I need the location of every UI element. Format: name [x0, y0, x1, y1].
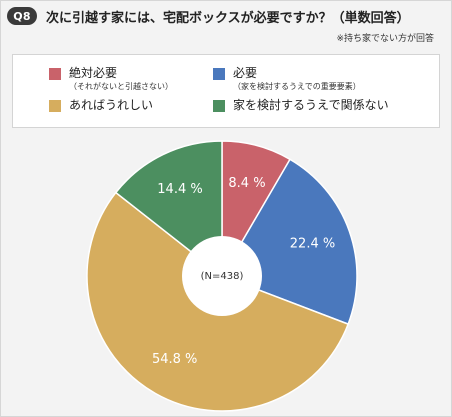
chart-legend: 絶対必要 （それがないと引越さない） 必要 （家を検討するうえでの重要要素） あ… — [12, 54, 440, 128]
legend-swatch — [213, 100, 225, 112]
sample-size-label: (N=438) — [201, 271, 244, 282]
legend-label: あればうれしい — [69, 98, 154, 112]
legend-item-nice-to-have: あればうれしい — [49, 97, 153, 113]
legend-swatch — [49, 68, 61, 80]
donut-hole — [182, 236, 262, 316]
legend-label: 絶対必要 — [69, 66, 118, 80]
legend-label: 家を検討するうえで関係ない — [233, 98, 389, 112]
slice-value-label: 54.8 % — [152, 352, 197, 367]
legend-label: 必要 — [233, 66, 258, 80]
question-header: Q8 次に引越す家には、宅配ボックスが必要ですか？（単数回答） — [7, 6, 410, 26]
slice-value-label: 14.4 % — [157, 182, 202, 197]
legend-sublabel: （それがないと引越さない） — [69, 82, 173, 91]
legend-swatch — [49, 100, 61, 112]
slice-value-label: 8.4 % — [228, 176, 265, 191]
legend-swatch — [213, 68, 225, 80]
question-number-badge: Q8 — [7, 7, 37, 25]
respondent-note: ※持ち家でない方が回答 — [336, 34, 434, 44]
slice-value-labels: 8.4 % 22.4 % 54.8 % 14.4 % — [152, 176, 335, 367]
legend-item-irrelevant: 家を検討するうえで関係ない — [213, 97, 389, 113]
legend-item-absolutely-necessary: 絶対必要 （それがないと引越さない） — [49, 65, 173, 92]
legend-item-necessary: 必要 （家を検討するうえでの重要要素） — [213, 65, 361, 92]
question-title: 次に引越す家には、宅配ボックスが必要ですか？（単数回答） — [46, 10, 410, 26]
slice-value-label: 22.4 % — [290, 237, 335, 252]
slice-irrelevant — [114, 140, 223, 278]
legend-sublabel: （家を検討するうえでの重要要素） — [233, 82, 361, 91]
